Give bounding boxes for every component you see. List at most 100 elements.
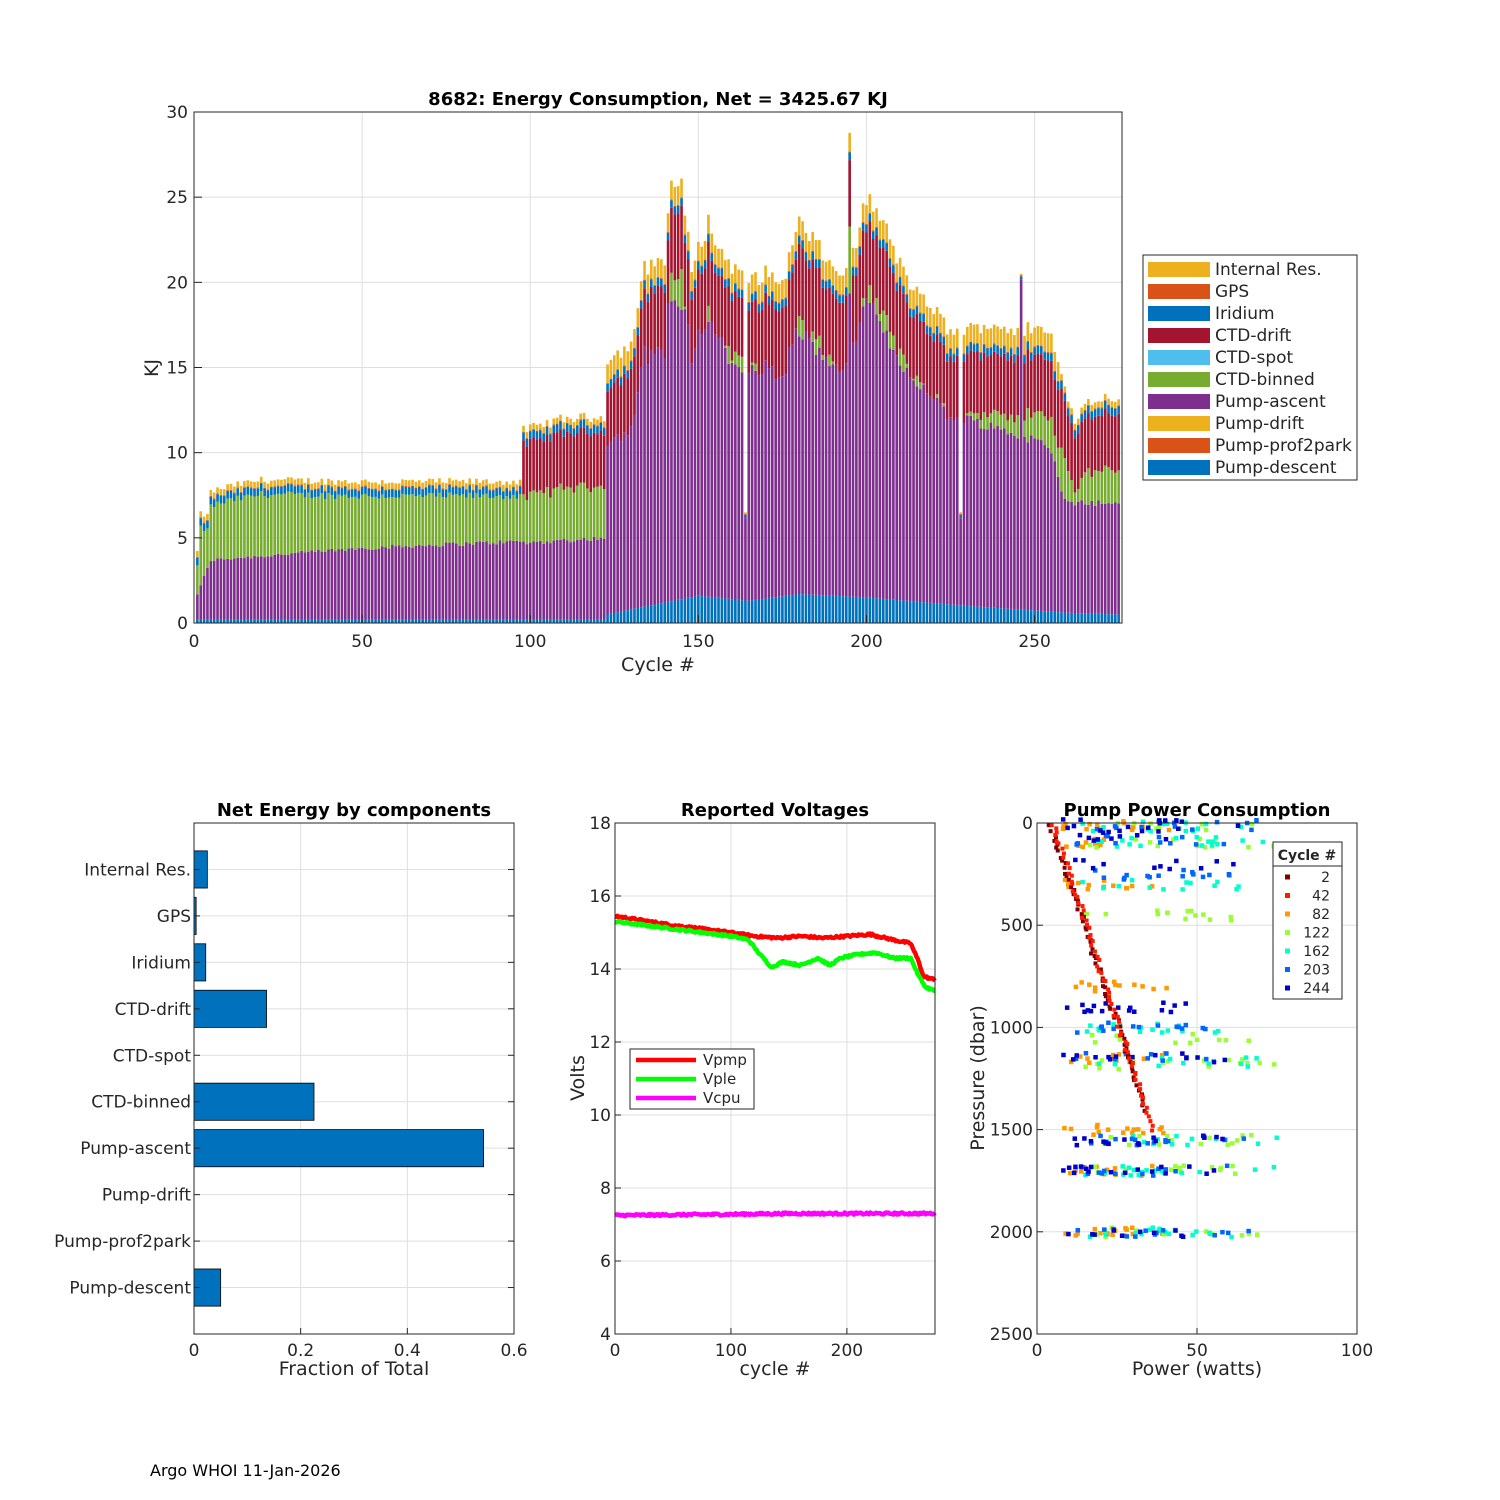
energy-bar-segment [387, 497, 391, 549]
pump-point [1081, 858, 1086, 863]
pump-point [1072, 1136, 1078, 1141]
pump-point [1067, 866, 1072, 871]
energy-bar-segment [300, 484, 303, 486]
pump-point [1134, 1228, 1139, 1233]
energy-bar-segment [1063, 498, 1067, 613]
energy-bar-segment [206, 567, 209, 620]
energy-bar-segment [249, 481, 253, 488]
energy-bar-segment [807, 337, 811, 595]
energy-bar-segment [764, 360, 767, 599]
energy-bar-segment [276, 553, 280, 620]
energy-bar-segment [898, 276, 902, 278]
energy-bar-segment [976, 351, 979, 413]
energy-bar-segment [502, 499, 505, 544]
energy-bar-segment [1087, 504, 1090, 614]
energy-bar-segment [327, 478, 330, 485]
energy-bar-segment [1100, 407, 1104, 409]
energy-bar-segment [599, 537, 603, 620]
energy-bar-segment [1066, 612, 1070, 623]
pump-point [1155, 911, 1161, 917]
energy-bar-segment [979, 360, 983, 420]
energy-bar-segment [1019, 275, 1023, 277]
energy-bar-segment [1107, 398, 1110, 405]
energy-bar-segment [1110, 401, 1114, 408]
energy-bar-segment [454, 486, 458, 495]
energy-bar-segment [549, 433, 552, 435]
pump-point [1181, 1163, 1187, 1168]
pump-point [1131, 1127, 1136, 1132]
energy-bar-segment [542, 543, 545, 620]
energy-bar-segment [391, 497, 394, 545]
pump-point [1199, 821, 1205, 827]
energy-bar-segment [771, 291, 774, 292]
energy-bar-segment [734, 282, 737, 284]
energy-bar-segment [633, 328, 636, 348]
energy-bar-segment [1043, 332, 1046, 352]
energy-bar-segment [434, 488, 438, 490]
energy-bar-segment [468, 485, 472, 493]
energy-bar-segment [720, 248, 724, 268]
energy-bar-segment [387, 489, 391, 498]
energy-bar-segment [1003, 345, 1006, 347]
energy-bar-segment [458, 619, 461, 623]
energy-bar-segment [653, 266, 656, 286]
pump-point [1099, 1008, 1105, 1014]
energy-bar-segment [989, 347, 993, 356]
energy-bar-segment [945, 334, 949, 354]
energy-bar-segment [1107, 614, 1110, 623]
energy-bar-segment [1093, 613, 1097, 623]
energy-bar-segment [239, 557, 243, 620]
energy-bar-segment [428, 544, 431, 620]
pump-point [1124, 1234, 1130, 1239]
energy-bar-segment [448, 619, 451, 623]
energy-bar-segment [888, 258, 892, 259]
energy-bar-segment [626, 378, 630, 436]
energy-bar-segment [347, 619, 350, 623]
pump-point [1165, 910, 1170, 916]
pump-point [1080, 844, 1086, 850]
energy-bar-segment [902, 266, 905, 286]
pump-point [1061, 851, 1066, 856]
pump-point [1090, 947, 1095, 952]
energy-bar-segment [791, 344, 794, 595]
energy-bar-segment [582, 419, 586, 428]
energy-bar-segment [380, 546, 384, 620]
energy-bar-segment [771, 299, 774, 367]
pump-point [1184, 1055, 1189, 1061]
energy-bar-segment [1029, 417, 1033, 436]
energy-bar-segment [300, 478, 303, 485]
energy-bar-segment [1060, 380, 1063, 389]
pump-point [1114, 844, 1120, 849]
energy-bar-segment [740, 297, 744, 357]
pump-point [1113, 1171, 1118, 1176]
energy-bar-segment [333, 491, 337, 500]
energy-bar-segment [539, 540, 542, 620]
pump-point [1099, 970, 1104, 975]
pump-point [1203, 1056, 1209, 1062]
energy-bar-segment [1026, 341, 1030, 350]
energy-bar-segment [727, 363, 730, 599]
energy-bar-segment [273, 619, 277, 623]
energy-bar-segment [491, 489, 495, 491]
energy-bar-segment [1039, 354, 1043, 412]
pump-point [1133, 1234, 1138, 1239]
energy-bar-segment [774, 300, 777, 302]
energy-bar-segment [949, 347, 952, 349]
energy-bar-segment [1076, 424, 1080, 426]
energy-bar-segment [354, 496, 357, 550]
energy-bar-segment [750, 294, 754, 302]
energy-bar-segment [572, 619, 576, 623]
pump-xlabel: Power (watts) [1132, 1358, 1262, 1380]
energy-bar-segment [955, 417, 959, 606]
pump-point [1152, 865, 1157, 871]
energy-bar-segment [710, 260, 714, 322]
energy-bar-segment [233, 619, 236, 623]
energy-xtick-label: 0 [189, 632, 200, 652]
energy-bar-segment [572, 492, 576, 542]
energy-bar-segment [407, 494, 411, 548]
energy-bar-segment [734, 351, 737, 365]
pump-ytick-label: 0 [1022, 814, 1033, 834]
pump-point [1216, 1037, 1222, 1043]
energy-bar-segment [276, 493, 280, 554]
energy-bar-segment [949, 604, 952, 623]
